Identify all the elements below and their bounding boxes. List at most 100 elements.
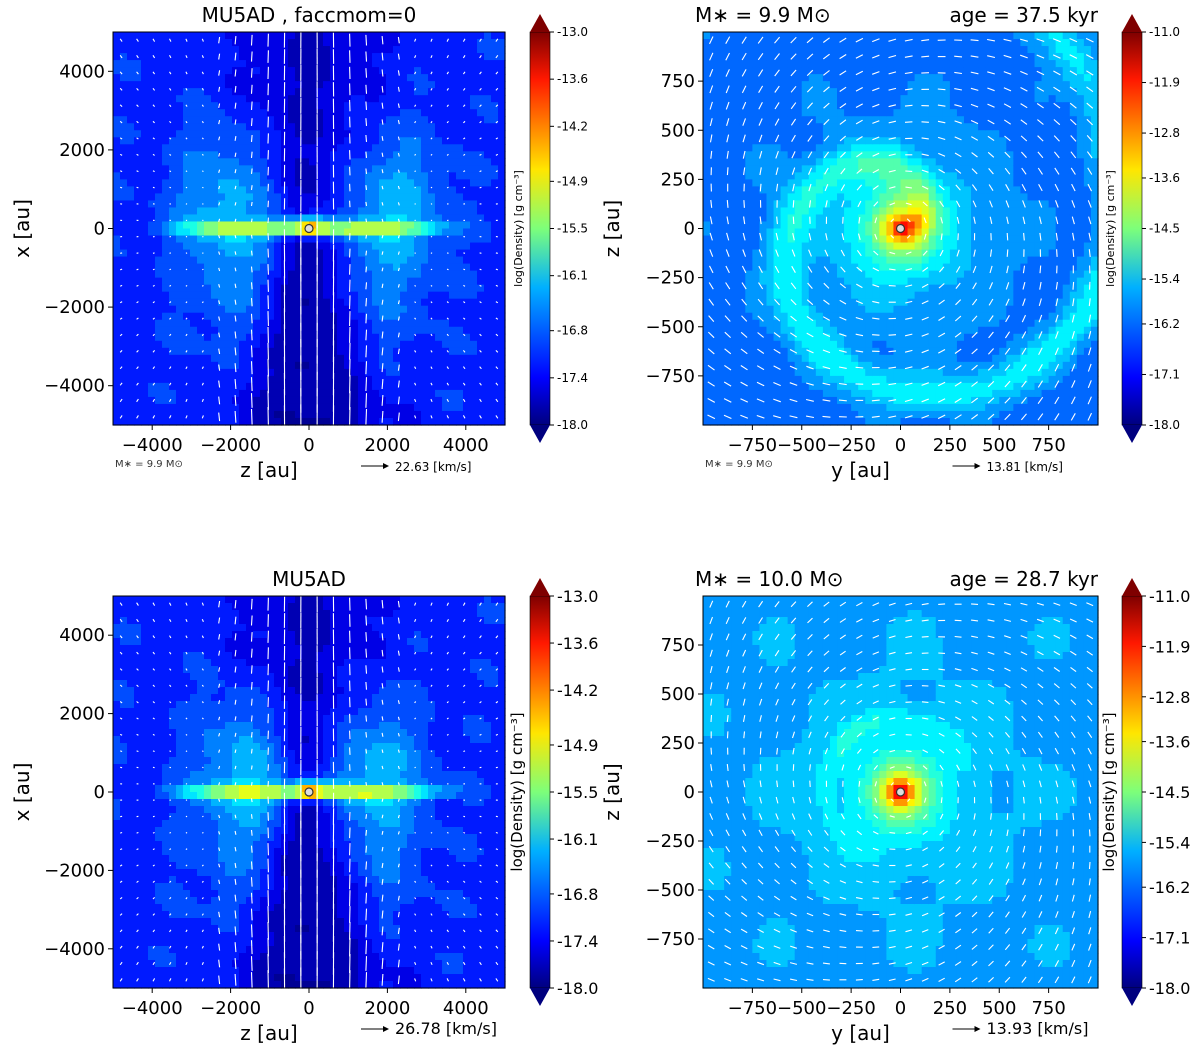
density-cell <box>162 249 170 258</box>
density-cell <box>456 32 464 40</box>
density-cell <box>717 291 725 300</box>
density-cell <box>400 39 408 47</box>
density-cell <box>288 340 296 349</box>
density-cell <box>190 382 198 391</box>
density-cell <box>316 74 324 82</box>
density-cell <box>267 403 275 412</box>
density-cell <box>267 410 275 419</box>
density-cell <box>372 67 380 75</box>
density-cell <box>358 32 366 40</box>
density-cell <box>815 95 824 103</box>
density-cell <box>449 95 457 103</box>
density-cell <box>169 305 177 314</box>
density-cell <box>148 256 156 265</box>
density-cell <box>766 81 775 89</box>
density-cell <box>477 382 485 391</box>
velocity-arrow <box>119 301 123 304</box>
density-cell <box>183 361 191 370</box>
density-cell <box>414 298 422 307</box>
density-cell <box>808 291 817 300</box>
density-cell <box>428 228 436 237</box>
velocity-arrow <box>185 366 188 370</box>
density-cell <box>815 151 824 159</box>
density-cell <box>400 158 408 166</box>
velocity-arrow <box>201 301 204 304</box>
density-cell <box>407 347 415 356</box>
density-cell <box>484 368 492 377</box>
density-cell <box>155 410 163 419</box>
density-cell <box>456 158 464 166</box>
density-cell <box>134 116 142 124</box>
density-cell <box>120 221 128 230</box>
density-cell <box>393 270 401 279</box>
density-cell <box>113 102 121 110</box>
density-cell <box>421 81 429 89</box>
density-cell <box>477 172 485 180</box>
density-cell <box>703 291 711 300</box>
density-cell <box>400 249 408 258</box>
density-cell <box>794 347 803 356</box>
density-cell <box>703 200 711 209</box>
density-cell <box>449 221 457 230</box>
density-cell <box>337 123 345 131</box>
density-cell <box>449 130 457 138</box>
density-cell <box>456 284 464 293</box>
density-cell <box>844 165 852 173</box>
density-cell <box>484 95 492 103</box>
density-cell <box>386 340 394 349</box>
density-cell <box>162 361 170 370</box>
velocity-arrow <box>414 268 416 271</box>
density-cell <box>491 263 499 272</box>
density-cell <box>127 396 135 405</box>
density-cell <box>141 95 149 103</box>
density-cell <box>717 417 725 426</box>
density-cell <box>815 312 824 321</box>
density-cell <box>435 375 443 384</box>
density-cell <box>120 291 128 300</box>
density-cell <box>113 221 121 230</box>
density-cell <box>274 249 282 258</box>
velocity-arrow <box>463 170 466 173</box>
density-cell <box>197 368 205 377</box>
density-cell <box>267 277 275 286</box>
density-cell <box>211 235 219 244</box>
density-cell <box>309 109 317 117</box>
density-cell <box>120 88 128 96</box>
density-cell <box>717 347 725 356</box>
density-cell <box>470 95 478 103</box>
density-cell <box>169 207 177 216</box>
density-cell <box>225 95 233 103</box>
density-cell <box>759 32 768 40</box>
density-cell <box>274 382 282 391</box>
density-cell <box>127 319 135 328</box>
density-cell <box>844 221 852 230</box>
density-cell <box>400 53 408 61</box>
density-cell <box>829 326 838 335</box>
density-cell <box>309 333 317 342</box>
density-cell <box>456 53 464 61</box>
density-cell <box>253 32 261 40</box>
colorbar-tick-label: -17.4 <box>557 371 588 385</box>
density-cell <box>456 221 464 230</box>
density-cell <box>780 361 789 370</box>
density-cell <box>169 403 177 412</box>
velocity-arrow <box>201 38 204 42</box>
density-cell <box>309 410 317 419</box>
density-cell <box>127 305 135 314</box>
density-cell <box>197 67 205 75</box>
density-cell <box>780 32 789 40</box>
density-cell <box>302 102 310 110</box>
velocity-arrow <box>250 34 253 46</box>
density-cell <box>731 277 739 286</box>
density-cell <box>752 95 761 103</box>
density-cell <box>155 95 163 103</box>
density-cell <box>134 326 142 335</box>
velocity-arrow <box>152 71 156 75</box>
density-cell <box>491 200 499 209</box>
density-cell <box>113 200 121 209</box>
density-cell <box>351 375 359 384</box>
density-cell <box>456 81 464 89</box>
density-cell <box>428 410 436 419</box>
density-cell <box>197 319 205 328</box>
velocity-arrow <box>365 201 368 206</box>
